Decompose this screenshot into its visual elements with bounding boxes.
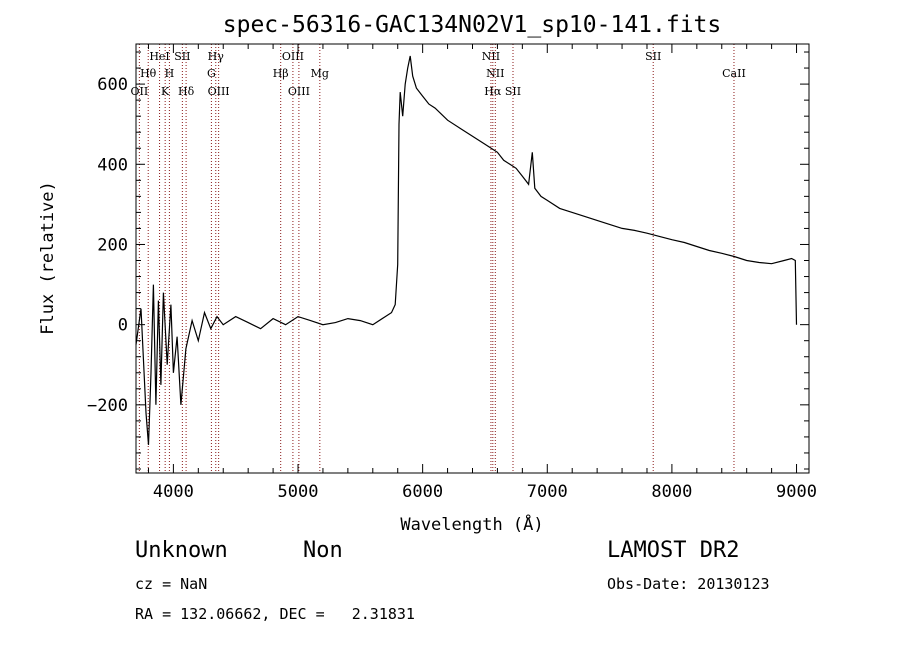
emission-line-label: K [161,85,170,98]
emission-line-label: H [165,67,175,80]
emission-line-label: CaII [722,67,746,80]
emission-line-label: OIII [282,50,304,63]
object-subclass: Non [303,538,343,563]
survey-name: LAMOST DR2 [607,538,740,563]
x-tick-label: 7000 [527,482,568,502]
emission-line-label: NII [486,67,504,80]
emission-lines-layer: OIIHθHeIKHSIIHδHγGOIIIHβOIIIOIIIMgNIINII… [131,44,746,473]
emission-line-label: NII [482,50,500,63]
emission-line-label: G [207,67,216,80]
emission-line-label: Hθ [140,67,157,80]
plot-frame [135,43,810,474]
x-tick-label: 9000 [776,482,817,502]
emission-line-label: Mg [311,67,329,80]
coordinates: RA = 132.06662, DEC = 2.31831 [135,605,415,623]
x-tick-label: 4000 [153,482,194,502]
chart-title: spec-56316-GAC134N02V1_sp10-141.fits [223,12,722,38]
series-layer [135,55,798,445]
emission-line-label: OIII [288,85,310,98]
x-tick-label: 8000 [651,482,692,502]
x-tick-label: 6000 [402,482,443,502]
emission-line-label: SII [645,50,661,63]
y-tick-label: −200 [87,396,128,416]
observation-date: Obs-Date: 20130123 [607,575,770,593]
y-axis: −200 0 200 400 600 [87,51,809,470]
y-tick-label: 0 [118,316,128,336]
emission-line-label: OIII [208,85,230,98]
emission-line-label: HeI [149,50,169,63]
x-tick-label: 5000 [278,482,319,502]
y-tick-label: 200 [97,235,128,255]
object-class: Unknown [135,538,228,563]
emission-line-label: Hβ [273,67,289,80]
x-axis-label: Wavelength (Å) [400,513,543,535]
emission-line-label: Hα [484,85,502,98]
y-tick-label: 400 [97,155,128,175]
y-tick-label: 600 [97,75,128,95]
emission-line-label: SII [174,50,190,63]
emission-line-label: Hδ [178,85,195,98]
redshift-cz: cz = NaN [135,575,208,593]
emission-line-label: Hγ [208,50,225,63]
y-axis-label: Flux (relative) [38,181,58,335]
x-axis: 4000 5000 6000 7000 8000 9000 [147,44,817,502]
emission-line-label: SII [505,85,521,98]
emission-line-label: OII [131,85,149,98]
spectrum-line [135,55,798,445]
